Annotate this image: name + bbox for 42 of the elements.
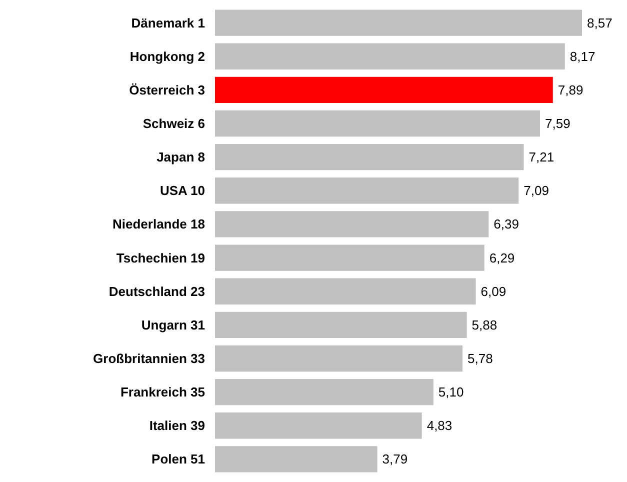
y-tick-label: Frankreich 35 [120,384,205,400]
bar [215,43,565,70]
data-label: 6,09 [480,284,506,299]
bar [215,211,489,238]
bar [215,10,582,36]
data-label: 7,09 [524,183,549,198]
y-tick-label: Polen 51 [152,452,205,467]
bar [215,345,463,372]
bar [215,244,484,271]
data-label: 8,17 [570,48,596,64]
y-tick-label: Italien 39 [149,418,205,434]
y-tick-label: Tschechien 19 [116,250,205,266]
y-tick-label: Niederlande 18 [112,216,205,232]
data-label: 5,10 [438,384,464,400]
y-tick-label: Ungarn 31 [141,317,205,332]
data-label: 4,83 [426,418,452,434]
data-label: 7,89 [558,82,584,98]
y-tick-label: Schweiz 6 [142,116,205,131]
data-label: 7,59 [545,116,570,131]
data-label: 6,29 [489,250,515,266]
data-label: 5,78 [468,351,493,366]
bar [215,278,476,304]
y-tick-label: Dänemark 1 [131,15,205,30]
y-tick-label: Österreich 3 [129,82,205,98]
bar [215,412,422,439]
bar [215,178,519,204]
data-label: 3,79 [382,452,408,467]
y-tick-label: Japan 8 [156,150,205,165]
bar [215,144,524,170]
bar [215,446,378,472]
y-tick-label: USA 10 [160,183,205,198]
bar [215,378,434,406]
bar [215,312,467,338]
data-label: 8,57 [587,15,612,30]
y-tick-label: Großbritannien 33 [93,351,205,366]
bar [215,110,540,137]
y-tick-label: Hongkong 2 [130,48,205,64]
data-label: 7,21 [528,150,554,165]
y-tick-label: Deutschland 23 [108,284,205,299]
data-label: 6,39 [494,216,519,232]
data-label: 5,88 [472,317,498,332]
bar [215,76,553,104]
